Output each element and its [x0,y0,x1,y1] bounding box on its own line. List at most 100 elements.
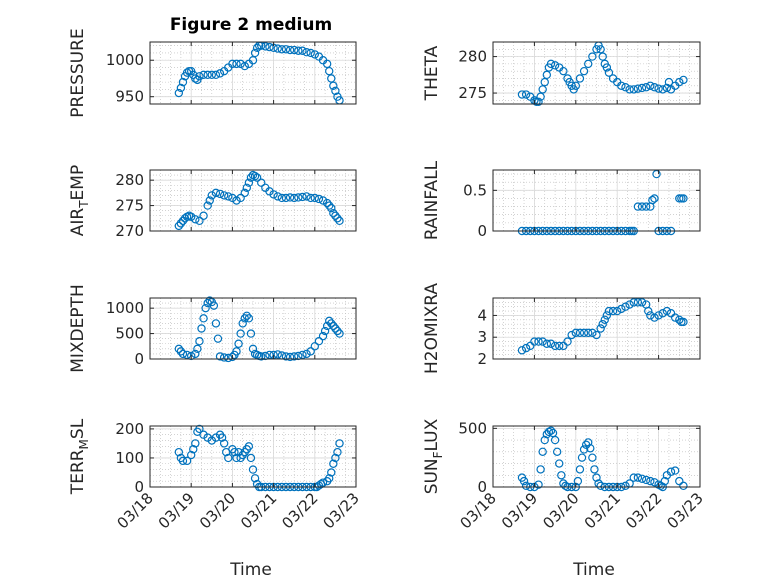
data-point [517,90,527,99]
data-point [211,188,221,198]
data-point [621,481,630,491]
data-point [637,83,647,93]
data-point [211,319,221,328]
y-tick-label: 0 [477,222,487,240]
data-point [246,453,256,463]
data-point [273,192,282,201]
data-point [571,328,581,338]
y-tick-label: 500 [115,325,144,343]
data-point [186,212,196,221]
data-point [670,466,680,475]
data-point [675,315,684,324]
data-point [575,74,585,83]
data-point [646,311,655,320]
data-point [517,346,527,355]
data-point [650,83,659,92]
data-point [224,192,233,201]
data-point [534,337,543,346]
y-axis-label-1: PRESSURE [68,28,88,117]
data-point [250,171,260,181]
data-point [232,196,241,205]
data-point [641,202,651,211]
subplot-5: 0 500 1000 MIXDEPTH [68,284,357,373]
data-point [318,196,328,205]
y-tick-label: 280 [115,171,144,189]
data-point [178,456,188,466]
data-point [242,311,252,320]
data-point [244,442,254,451]
data-point [329,321,338,331]
data-point [542,339,552,348]
data-point [604,306,614,316]
data-point [602,63,612,72]
data-point [199,70,208,80]
data-point [546,339,556,348]
y-axis-label-7: TERRMSL [68,418,91,495]
data-point [174,344,184,354]
data-point [579,445,589,454]
data-point [213,334,223,343]
data-point [521,90,531,99]
data-point [588,52,597,61]
data-point [679,481,688,491]
axes-box [149,169,357,232]
axes-box [492,425,701,488]
data-point [207,70,216,80]
data-point [261,42,270,51]
subplot-4: 0 0.5 RAINFALL [422,160,701,240]
data-point [191,439,200,448]
data-point [660,476,670,486]
data-point [604,68,614,77]
data-point [573,476,583,486]
data-point [679,75,688,85]
data-point [285,193,295,202]
axes-box [492,297,701,360]
y-axis-label-3: AIRTEMP [68,165,91,236]
data-point [186,351,196,361]
data-point [650,313,659,322]
data-point [257,178,266,187]
data-point [205,296,214,305]
data-point [575,465,585,474]
data-point [519,476,529,486]
data-point [290,352,299,361]
data-point [555,341,564,351]
y-axis-label-4: RAINFALL [422,160,442,240]
data-point [176,219,186,228]
data-point [290,193,299,203]
data-point [250,474,260,483]
data-point [550,341,560,351]
data-point [335,329,344,338]
data-point [563,337,572,346]
data-point [244,314,254,323]
data-point [306,48,315,58]
data-point [584,59,593,69]
data-point [257,352,266,361]
data-point [232,59,241,69]
data-point [234,339,243,348]
data-point [598,319,607,329]
data-point [277,45,287,54]
data-point [329,209,338,218]
data-point [195,424,204,434]
data-point [327,468,336,477]
axes-box [149,425,357,488]
data-point [248,56,258,65]
data-point [540,77,549,87]
data-point [199,211,208,220]
data-point [331,211,340,220]
data-point [557,471,566,480]
data-point [633,84,643,93]
data-point [588,328,597,338]
data-point [211,70,221,80]
data-point [314,194,324,204]
data-point [662,83,672,93]
data-point [310,50,319,59]
data-point [252,43,262,53]
data-point [240,314,249,323]
data-point [189,445,198,454]
data-point [329,459,338,468]
data-point [621,302,630,311]
y-tick-label: 4 [477,306,487,324]
